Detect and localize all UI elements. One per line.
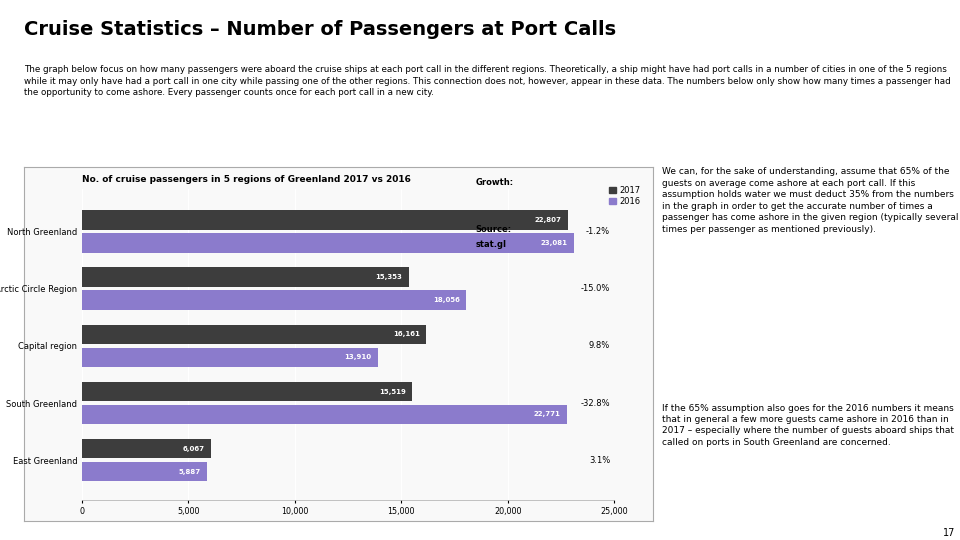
Bar: [82, 404, 567, 424]
Text: If the 65% assumption also goes for the 2016 numbers it means that in general a : If the 65% assumption also goes for the …: [662, 403, 954, 447]
Text: -1.2%: -1.2%: [586, 227, 611, 236]
Text: 9.8%: 9.8%: [588, 341, 611, 350]
Bar: [82, 267, 409, 287]
Text: 5,887: 5,887: [179, 469, 201, 475]
Bar: [82, 211, 567, 230]
Text: -15.0%: -15.0%: [581, 284, 611, 293]
Text: 17: 17: [943, 528, 955, 538]
Text: No. of cruise passengers in 5 regions of Greenland 2017 vs 2016: No. of cruise passengers in 5 regions of…: [82, 175, 411, 184]
Text: 3.1%: 3.1%: [588, 456, 611, 464]
Legend: 2017, 2016: 2017, 2016: [606, 183, 644, 210]
Text: 15,353: 15,353: [375, 274, 402, 280]
Text: We can, for the sake of understanding, assume that 65% of the guests on average : We can, for the sake of understanding, a…: [662, 167, 959, 234]
Text: The graph below focus on how many passengers were aboard the cruise ships at eac: The graph below focus on how many passen…: [24, 65, 950, 97]
Text: 15,519: 15,519: [379, 388, 406, 395]
Text: 22,771: 22,771: [534, 411, 561, 417]
Text: 6,067: 6,067: [182, 446, 204, 451]
Bar: [82, 348, 378, 367]
Bar: [82, 291, 467, 310]
Text: -32.8%: -32.8%: [581, 399, 611, 408]
Text: 18,056: 18,056: [433, 297, 460, 303]
Text: Cruise Statistics – Number of Passengers at Port Calls: Cruise Statistics – Number of Passengers…: [24, 20, 616, 39]
Bar: [82, 439, 211, 458]
Text: 22,807: 22,807: [535, 217, 562, 223]
Text: 23,081: 23,081: [540, 240, 567, 246]
Bar: [82, 233, 573, 253]
Bar: [82, 382, 413, 401]
Text: Source:: Source:: [475, 225, 512, 234]
Text: 13,910: 13,910: [345, 354, 372, 360]
Bar: [82, 462, 207, 482]
Text: Growth:: Growth:: [475, 178, 514, 187]
Bar: [82, 325, 426, 345]
Text: stat.gl: stat.gl: [475, 240, 506, 249]
Text: 16,161: 16,161: [393, 332, 420, 338]
